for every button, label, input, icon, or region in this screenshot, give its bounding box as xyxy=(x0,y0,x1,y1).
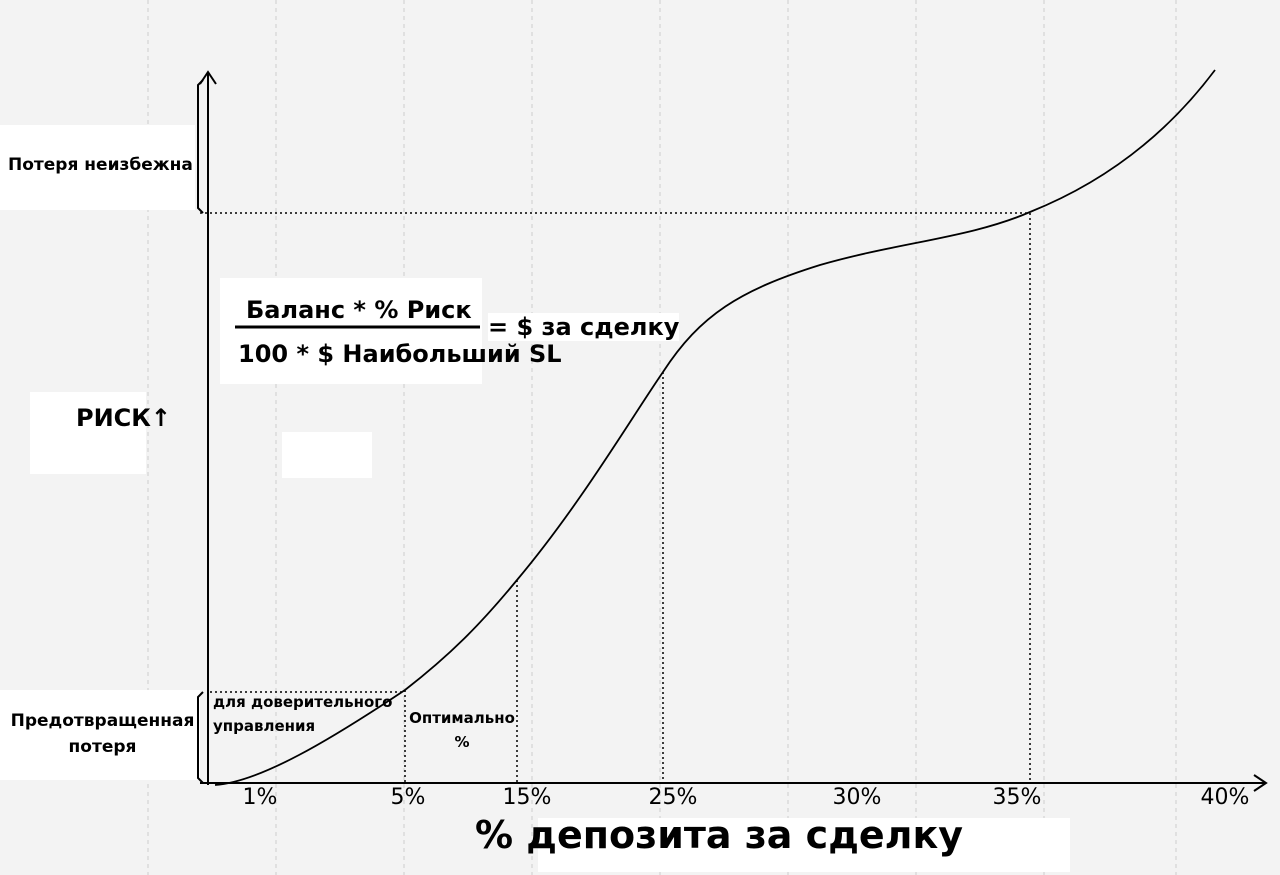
annotation: Оптимально % xyxy=(409,709,515,751)
formula-numerator: Баланс * % Риск xyxy=(246,296,472,324)
risk-curve xyxy=(214,69,1216,786)
annotation: для доверительного управления xyxy=(213,693,393,735)
guides xyxy=(200,212,1031,783)
x-axis-label: % депозита за сделку xyxy=(475,813,964,857)
formula-denominator: 100 * $ Наибольший SL xyxy=(238,340,562,368)
x-label: 15% xyxy=(502,785,552,810)
x-label: 5% xyxy=(390,785,426,810)
x-label: 25% xyxy=(648,785,698,810)
x-label: 30% xyxy=(832,785,882,810)
x-label: 1% xyxy=(242,785,278,810)
x-label: 35% xyxy=(992,785,1042,810)
grid xyxy=(147,0,1177,875)
x-label: 40% xyxy=(1200,785,1250,810)
zone-top: Потеря неизбежна xyxy=(8,155,193,175)
formula-result: = $ за сделку xyxy=(488,313,680,341)
zone-bottom: Предотвращенная потеря xyxy=(10,711,195,757)
axes xyxy=(197,70,1268,792)
y-axis-label: РИСК↑ xyxy=(76,404,172,432)
